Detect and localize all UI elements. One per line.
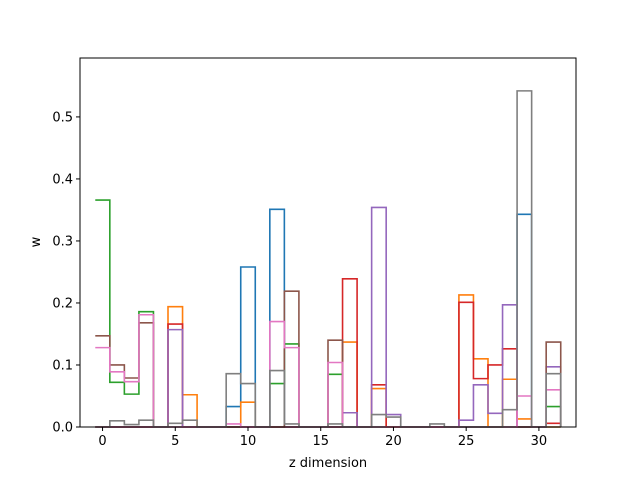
x-axis: 0 5 10 15 20 25 30 [98,427,547,449]
x-tick-label: 20 [385,434,402,449]
x-axis-label: z dimension [289,456,367,471]
y-tick-label: 0.5 [52,110,73,125]
y-tick-label: 0.1 [52,358,73,373]
y-tick-label: 0.3 [52,234,73,249]
y-tick-label: 0.2 [52,296,73,311]
y-axis: 0.0 0.1 0.2 0.3 0.4 0.5 [52,110,80,436]
plot-frame [79,57,577,428]
x-tick-label: 25 [458,434,475,449]
x-tick-label: 10 [240,434,257,449]
x-tick-label: 0 [98,434,106,449]
y-tick-label: 0.4 [52,172,73,187]
y-tick-label: 0.0 [52,421,73,436]
x-tick-label: 15 [312,434,329,449]
y-axis-label: w [29,236,44,247]
x-tick-label: 5 [171,434,179,449]
x-tick-label: 30 [531,434,548,449]
